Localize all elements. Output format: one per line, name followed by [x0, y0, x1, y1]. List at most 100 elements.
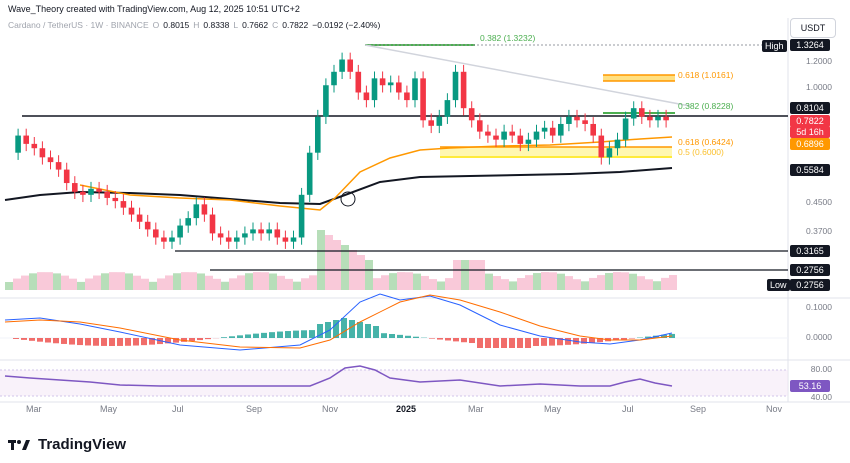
- volume-bar: [389, 273, 397, 290]
- currency-button[interactable]: USDT: [790, 18, 836, 38]
- credit-bar: Wave_Theory created with TradingView.com…: [0, 0, 850, 18]
- volume-bar: [373, 278, 381, 290]
- macd-signal-orange: [4, 294, 673, 349]
- macd-bar: [245, 334, 251, 338]
- volume-bar: [589, 277, 597, 290]
- macd-bar: [341, 318, 347, 338]
- candle-body: [525, 139, 532, 144]
- candle-body: [290, 237, 297, 242]
- price-tick: 1.2000: [806, 56, 832, 66]
- current-price-tag: 0.7822: [790, 115, 830, 127]
- volume-bar: [597, 275, 605, 290]
- macd-bar: [389, 334, 395, 338]
- volume-bar: [629, 273, 637, 290]
- volume-bar: [437, 281, 445, 290]
- volume-bar: [261, 272, 269, 290]
- volume-bar: [53, 273, 61, 290]
- macd-bar: [261, 332, 267, 338]
- volume-bar: [157, 278, 165, 290]
- level-tag-0276: 0.2756: [790, 264, 830, 276]
- macd-bar: [269, 332, 275, 338]
- low-label: L: [233, 20, 239, 30]
- low-tag-label: Low: [767, 279, 790, 291]
- macd-bar: [229, 336, 235, 338]
- volume-bar: [557, 273, 565, 290]
- macd-bar: [205, 338, 211, 340]
- low-value: 0.7662: [242, 20, 269, 30]
- macd-bar: [509, 338, 515, 348]
- candle-body: [80, 191, 86, 195]
- macd-bar: [621, 338, 627, 340]
- volume-bar: [189, 272, 197, 290]
- candle-body: [120, 201, 127, 208]
- candle-body: [144, 221, 151, 230]
- macd-bar: [541, 338, 547, 346]
- macd-bar: [461, 338, 467, 343]
- candle-body: [630, 108, 637, 119]
- volume-bar: [93, 275, 101, 290]
- volume-bar: [5, 282, 13, 290]
- volume-bar: [621, 272, 629, 290]
- level-tag-0810: 0.8104: [790, 102, 830, 114]
- macd-bar: [325, 322, 331, 338]
- volume-bar: [645, 279, 653, 290]
- volume-bar: [141, 278, 149, 290]
- rsi-value-tag: 53.16: [790, 380, 830, 392]
- macd-bar: [525, 338, 531, 348]
- trendline: [364, 44, 691, 107]
- high-value: 0.8338: [203, 20, 230, 30]
- candle-body: [614, 139, 621, 149]
- volume-bar: [245, 273, 253, 290]
- macd-bar: [237, 335, 243, 338]
- macd-bar: [445, 338, 451, 341]
- candle-body: [558, 123, 564, 136]
- fib-label: 0.618 (1.0161): [678, 70, 734, 80]
- macd-bar: [101, 338, 107, 346]
- volume-bar: [29, 273, 37, 290]
- macd-bar: [437, 338, 443, 340]
- macd-bar: [181, 338, 187, 342]
- brand-footer[interactable]: TradingView: [8, 434, 126, 454]
- volume-bar: [229, 278, 237, 290]
- price-tick: 0.4500: [806, 197, 832, 207]
- macd-bar: [317, 324, 323, 338]
- macd-bar: [285, 331, 291, 338]
- macd-bar: [597, 338, 603, 343]
- candle-body: [225, 237, 232, 242]
- macd-bar: [589, 338, 595, 343]
- candle-body: [201, 204, 208, 215]
- macd-bar: [669, 333, 675, 338]
- volume-bar: [117, 272, 125, 290]
- volume-bar: [69, 278, 77, 290]
- macd-bar: [133, 338, 139, 346]
- volume-bar: [333, 240, 341, 290]
- candle-body: [355, 71, 362, 93]
- volume-bar: [101, 273, 109, 290]
- ma-black: [4, 167, 673, 206]
- volume-bar: [397, 272, 405, 290]
- volume-bar: [541, 272, 549, 290]
- fib-label: 0.382 (0.8228): [678, 101, 734, 111]
- fib-zone-lower: [440, 147, 672, 157]
- candle-body: [420, 78, 426, 121]
- fib-label: 0.618 (0.6424): [678, 137, 734, 147]
- volume-bar: [533, 273, 541, 290]
- time-tick: Jul: [172, 404, 184, 414]
- volume-bar: [613, 272, 621, 290]
- time-tick: Mar: [26, 404, 42, 414]
- candle-body: [266, 229, 272, 234]
- macd-bar: [253, 333, 259, 338]
- macd-bar: [373, 326, 379, 338]
- candle-body: [606, 148, 613, 158]
- candle-body: [582, 120, 588, 124]
- level-tag-0316: 0.3165: [790, 245, 830, 257]
- volume-bar: [285, 278, 293, 290]
- macd-bar: [53, 338, 59, 344]
- candle-body: [396, 82, 402, 93]
- symbol-legend: Cardano / TetherUS · 1W · BINANCE O 0.801…: [0, 20, 380, 34]
- macd-line-blue: [4, 293, 673, 351]
- volume-bar: [509, 281, 517, 290]
- volume-bar: [253, 272, 261, 290]
- macd-bar: [397, 334, 403, 338]
